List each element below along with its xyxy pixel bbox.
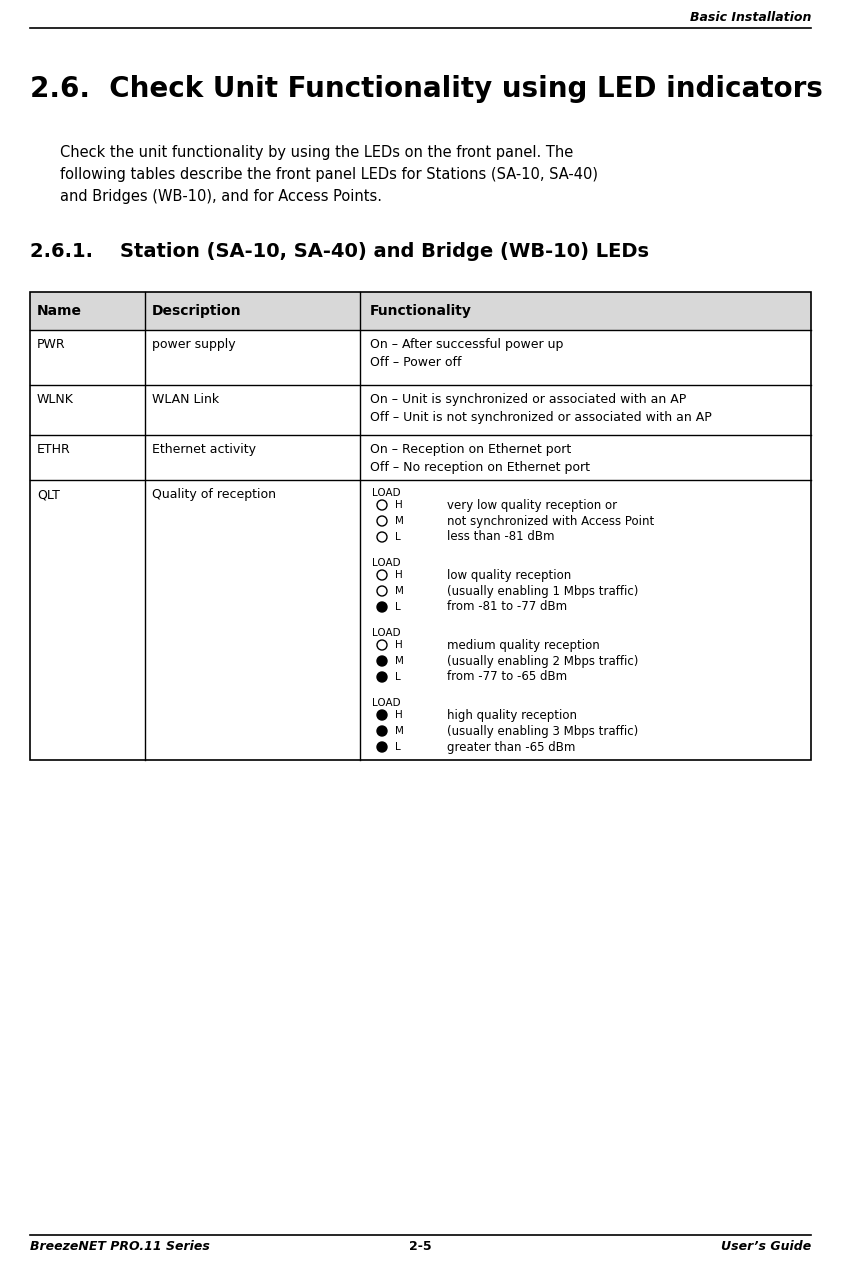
Text: 2-5: 2-5	[409, 1240, 431, 1253]
Text: Ethernet activity: Ethernet activity	[152, 443, 256, 456]
Text: M: M	[395, 586, 404, 596]
Bar	[30, 292, 811, 330]
Text: greater than -65 dBm: greater than -65 dBm	[447, 741, 575, 754]
Text: Name: Name	[37, 305, 82, 319]
Circle shape	[377, 742, 387, 753]
Text: following tables describe the front panel LEDs for Stations (SA-10, SA-40): following tables describe the front pane…	[60, 168, 598, 181]
Circle shape	[377, 673, 387, 681]
Text: (usually enabling 2 Mbps traffic): (usually enabling 2 Mbps traffic)	[447, 655, 638, 667]
Text: 2.6.  Check Unit Functionality using LED indicators: 2.6. Check Unit Functionality using LED …	[30, 75, 822, 103]
Text: less than -81 dBm: less than -81 dBm	[447, 530, 554, 543]
Text: L: L	[395, 532, 401, 542]
Text: LOAD: LOAD	[372, 628, 400, 638]
Text: Off – Power off: Off – Power off	[370, 357, 462, 369]
Text: power supply: power supply	[152, 338, 235, 352]
Circle shape	[377, 726, 387, 736]
Circle shape	[377, 656, 387, 666]
Text: 2.6.1.    Station (SA-10, SA-40) and Bridge (WB-10) LEDs: 2.6.1. Station (SA-10, SA-40) and Bridge…	[30, 242, 649, 261]
Text: PWR: PWR	[37, 338, 66, 352]
Circle shape	[377, 602, 387, 612]
Text: LOAD: LOAD	[372, 558, 400, 569]
Text: LOAD: LOAD	[372, 698, 400, 708]
Text: (usually enabling 1 Mbps traffic): (usually enabling 1 Mbps traffic)	[447, 585, 638, 598]
Text: low quality reception: low quality reception	[447, 569, 571, 581]
Text: H: H	[395, 709, 403, 720]
Text: L: L	[395, 602, 401, 612]
Text: QLT: QLT	[37, 489, 60, 501]
Text: LOAD: LOAD	[372, 489, 400, 497]
Text: M: M	[395, 726, 404, 736]
Text: (usually enabling 3 Mbps traffic): (usually enabling 3 Mbps traffic)	[447, 725, 638, 737]
Text: On – Reception on Ethernet port: On – Reception on Ethernet port	[370, 443, 571, 456]
Text: User’s Guide: User’s Guide	[721, 1240, 811, 1253]
Text: WLAN Link: WLAN Link	[152, 393, 220, 406]
Text: medium quality reception: medium quality reception	[447, 638, 600, 651]
Text: H: H	[395, 640, 403, 650]
Text: not synchronized with Access Point: not synchronized with Access Point	[447, 514, 654, 528]
Bar	[30, 292, 811, 760]
Text: Quality of reception: Quality of reception	[152, 489, 276, 501]
Text: WLNK: WLNK	[37, 393, 74, 406]
Text: very low quality reception or: very low quality reception or	[447, 499, 617, 511]
Text: On – Unit is synchronized or associated with an AP: On – Unit is synchronized or associated …	[370, 393, 686, 406]
Text: ETHR: ETHR	[37, 443, 71, 456]
Text: BreezeNET PRO.11 Series: BreezeNET PRO.11 Series	[30, 1240, 210, 1253]
Text: Basic Installation: Basic Installation	[690, 11, 811, 24]
Text: L: L	[395, 673, 401, 681]
Text: Check the unit functionality by using the LEDs on the front panel. The: Check the unit functionality by using th…	[60, 145, 574, 160]
Text: Off – No reception on Ethernet port: Off – No reception on Ethernet port	[370, 461, 590, 475]
Text: Description: Description	[152, 305, 241, 319]
Text: L: L	[395, 742, 401, 753]
Text: from -77 to -65 dBm: from -77 to -65 dBm	[447, 670, 567, 684]
Text: from -81 to -77 dBm: from -81 to -77 dBm	[447, 600, 567, 613]
Text: M: M	[395, 516, 404, 525]
Text: and Bridges (WB-10), and for Access Points.: and Bridges (WB-10), and for Access Poin…	[60, 189, 382, 204]
Text: high quality reception: high quality reception	[447, 708, 577, 722]
Text: H: H	[395, 570, 403, 580]
Circle shape	[377, 709, 387, 720]
Text: On – After successful power up: On – After successful power up	[370, 338, 563, 352]
Text: Off – Unit is not synchronized or associated with an AP: Off – Unit is not synchronized or associ…	[370, 411, 711, 424]
Text: Functionality: Functionality	[370, 305, 472, 319]
Text: H: H	[395, 500, 403, 510]
Text: M: M	[395, 656, 404, 666]
